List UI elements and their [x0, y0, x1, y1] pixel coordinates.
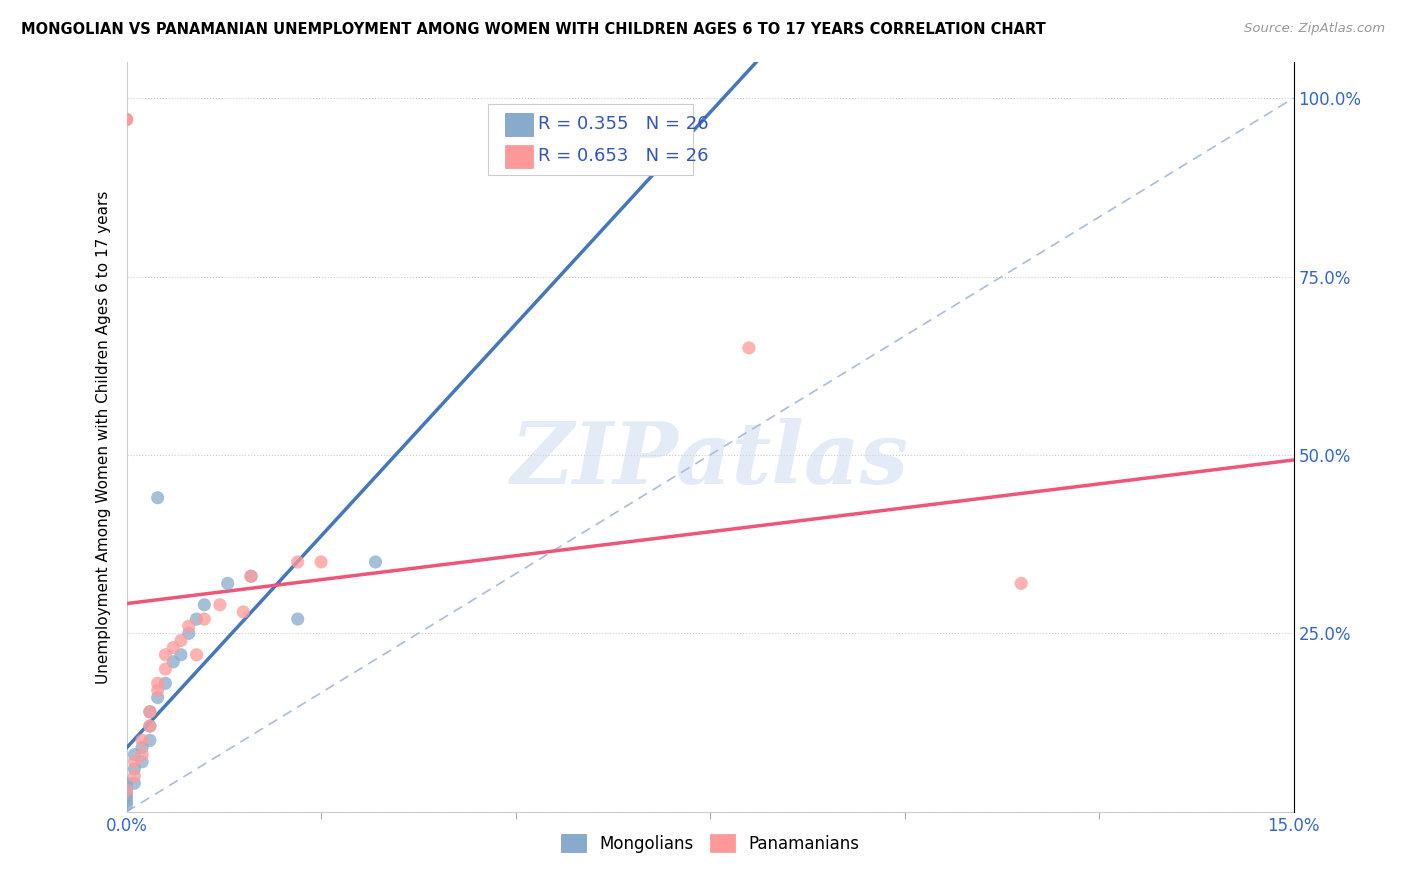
Point: [115, 776, 138, 790]
Point: [287, 612, 309, 626]
Point: [124, 755, 146, 769]
Point: [146, 491, 169, 505]
Point: [139, 733, 162, 747]
Point: [170, 633, 193, 648]
Point: [124, 776, 146, 790]
Point: [124, 762, 146, 776]
Point: [309, 555, 332, 569]
Point: [146, 690, 169, 705]
Point: [240, 569, 263, 583]
Point: [146, 676, 169, 690]
Point: [115, 787, 138, 801]
Point: [139, 705, 162, 719]
Point: [115, 797, 138, 812]
Point: [232, 605, 254, 619]
Point: [131, 733, 153, 747]
Point: [177, 619, 200, 633]
Point: [155, 648, 177, 662]
Text: ZIPatlas: ZIPatlas: [510, 417, 910, 501]
Text: R = 0.653   N = 26: R = 0.653 N = 26: [538, 146, 709, 165]
Point: [115, 112, 138, 127]
Point: [139, 719, 162, 733]
Point: [738, 341, 761, 355]
Point: [115, 783, 138, 797]
Point: [1010, 576, 1032, 591]
Legend: Mongolians, Panamanians: Mongolians, Panamanians: [554, 828, 866, 860]
Point: [217, 576, 239, 591]
Point: [139, 705, 162, 719]
FancyBboxPatch shape: [505, 113, 533, 136]
Point: [193, 612, 215, 626]
Point: [155, 676, 177, 690]
Point: [131, 747, 153, 762]
Point: [170, 648, 193, 662]
Point: [364, 555, 387, 569]
Point: [146, 683, 169, 698]
Text: Source: ZipAtlas.com: Source: ZipAtlas.com: [1244, 22, 1385, 36]
Point: [115, 783, 138, 797]
Text: R = 0.355   N = 26: R = 0.355 N = 26: [538, 115, 709, 133]
Point: [186, 612, 208, 626]
Point: [177, 626, 200, 640]
Point: [139, 719, 162, 733]
Point: [162, 655, 184, 669]
Point: [115, 790, 138, 805]
Point: [208, 598, 231, 612]
Point: [115, 112, 138, 127]
FancyBboxPatch shape: [505, 145, 533, 168]
Point: [240, 569, 263, 583]
Point: [115, 112, 138, 127]
Point: [155, 662, 177, 676]
Y-axis label: Unemployment Among Women with Children Ages 6 to 17 years: Unemployment Among Women with Children A…: [96, 190, 111, 684]
Point: [193, 598, 215, 612]
Text: MONGOLIAN VS PANAMANIAN UNEMPLOYMENT AMONG WOMEN WITH CHILDREN AGES 6 TO 17 YEAR: MONGOLIAN VS PANAMANIAN UNEMPLOYMENT AMO…: [21, 22, 1046, 37]
Point: [124, 747, 146, 762]
Point: [287, 555, 309, 569]
Point: [131, 740, 153, 755]
Point: [115, 794, 138, 808]
Point: [131, 755, 153, 769]
FancyBboxPatch shape: [488, 103, 693, 175]
Point: [124, 769, 146, 783]
Point: [162, 640, 184, 655]
Point: [186, 648, 208, 662]
